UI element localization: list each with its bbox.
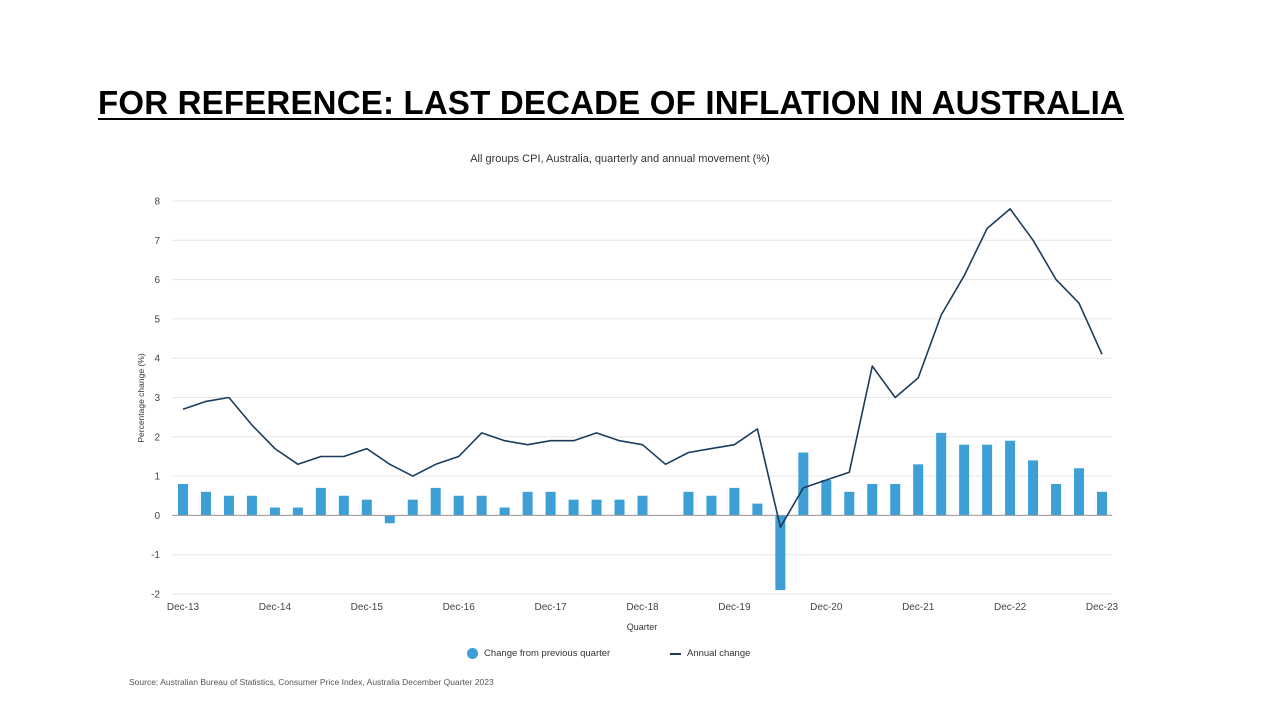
x-tick-label: Dec-21 bbox=[902, 602, 935, 613]
y-tick-label: 5 bbox=[154, 314, 160, 325]
bar bbox=[752, 503, 763, 516]
source-note: Source: Australian Bureau of Statistics,… bbox=[129, 677, 494, 687]
bar bbox=[1028, 460, 1039, 516]
y-tick-label: 4 bbox=[154, 354, 160, 365]
bar bbox=[936, 432, 947, 516]
bar bbox=[246, 495, 257, 516]
bar bbox=[867, 483, 878, 516]
bar bbox=[775, 515, 786, 591]
bar bbox=[430, 487, 441, 516]
bar bbox=[384, 515, 395, 524]
bar bbox=[982, 444, 993, 516]
bar bbox=[706, 495, 717, 516]
bar bbox=[407, 499, 418, 516]
legend: Change from previous quarter Annual chan… bbox=[0, 648, 1280, 664]
x-tick-label: Dec-17 bbox=[534, 602, 567, 613]
x-tick-label: Dec-23 bbox=[1086, 602, 1119, 613]
legend-dot-icon bbox=[467, 648, 478, 659]
y-tick-label: 0 bbox=[154, 511, 160, 522]
bar bbox=[637, 495, 648, 516]
bar bbox=[798, 452, 809, 516]
chart-title: All groups CPI, Australia, quarterly and… bbox=[470, 153, 770, 165]
legend-line-icon bbox=[670, 652, 681, 655]
bar bbox=[338, 495, 349, 516]
bar bbox=[1005, 440, 1016, 516]
bar bbox=[729, 487, 740, 516]
y-tick-label: -1 bbox=[151, 550, 160, 561]
annual-change-line bbox=[182, 208, 1103, 528]
bars bbox=[178, 432, 1107, 591]
legend-item-annual: Annual change bbox=[670, 648, 750, 659]
y-tick-label: 3 bbox=[154, 393, 160, 404]
x-tick-label: Dec-20 bbox=[810, 602, 843, 613]
y-tick-label: 6 bbox=[154, 275, 160, 286]
x-tick-label: Dec-19 bbox=[718, 602, 751, 613]
bar bbox=[821, 480, 832, 516]
bar bbox=[499, 507, 510, 516]
legend-label-quarterly: Change from previous quarter bbox=[484, 648, 611, 659]
bar bbox=[292, 507, 303, 516]
bar bbox=[913, 464, 924, 516]
bar bbox=[223, 495, 234, 516]
bar bbox=[522, 491, 533, 516]
bar bbox=[269, 507, 280, 516]
x-tick-label: Dec-13 bbox=[167, 602, 200, 613]
bar bbox=[200, 491, 211, 516]
y-axis-label: Percentage change (%) bbox=[136, 353, 146, 442]
bar bbox=[476, 495, 487, 516]
bar bbox=[568, 499, 579, 516]
bar bbox=[1074, 468, 1085, 516]
y-tick-label: 2 bbox=[154, 432, 160, 443]
bar bbox=[361, 499, 372, 516]
x-axis-label: Quarter bbox=[627, 622, 658, 632]
y-tick-label: 8 bbox=[154, 197, 160, 208]
bar bbox=[1097, 491, 1107, 516]
x-tick-label: Dec-18 bbox=[626, 602, 659, 613]
y-tick-labels: -2 -1 0 1 2 3 4 5 6 7 8 bbox=[151, 197, 160, 601]
gridlines bbox=[172, 200, 1112, 595]
y-tick-label: 1 bbox=[154, 472, 160, 483]
bar bbox=[545, 491, 556, 516]
x-tick-label: Dec-16 bbox=[443, 602, 476, 613]
bar bbox=[844, 491, 855, 516]
bar bbox=[683, 491, 694, 516]
legend-item-quarterly: Change from previous quarter bbox=[467, 648, 610, 659]
bar bbox=[1051, 483, 1062, 516]
bar bbox=[178, 483, 188, 516]
legend-label-annual: Annual change bbox=[687, 648, 751, 659]
x-tick-label: Dec-14 bbox=[259, 602, 292, 613]
bar bbox=[591, 499, 602, 516]
bar bbox=[890, 483, 901, 516]
bar bbox=[959, 444, 970, 516]
x-tick-labels: Dec-13 Dec-14 Dec-15 Dec-16 Dec-17 Dec-18 Dec-… bbox=[167, 602, 1119, 613]
slide-title: FOR REFERENCE: LAST DECADE OF INFLATION … bbox=[98, 84, 1125, 121]
y-tick-label: 7 bbox=[154, 236, 160, 247]
y-tick-label: -2 bbox=[151, 590, 160, 601]
x-tick-label: Dec-15 bbox=[351, 602, 384, 613]
bar bbox=[614, 499, 625, 516]
bar bbox=[453, 495, 464, 516]
x-tick-label: Dec-22 bbox=[994, 602, 1027, 613]
bar bbox=[315, 487, 326, 516]
